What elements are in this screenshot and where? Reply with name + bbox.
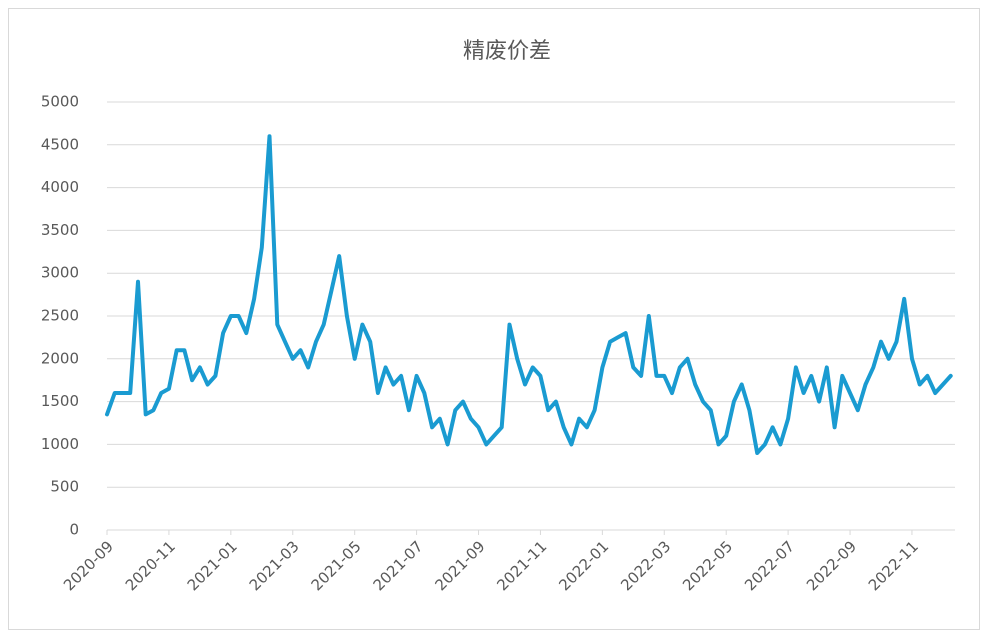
chart-frame	[8, 8, 980, 630]
y-tick-label: 500	[50, 478, 79, 496]
y-tick-label: 3500	[41, 221, 79, 239]
chart-title: 精废价差	[463, 39, 551, 64]
y-tick-label: 2000	[41, 349, 79, 367]
y-tick-label: 2500	[41, 307, 79, 325]
y-tick-label: 3000	[41, 264, 79, 282]
y-tick-label: 1000	[41, 435, 79, 453]
y-tick-label: 4000	[41, 178, 79, 196]
y-tick-label: 5000	[41, 93, 79, 111]
y-tick-label: 0	[69, 521, 79, 539]
data-line	[105, 134, 953, 455]
y-tick-label: 4500	[41, 135, 79, 153]
y-tick-label: 1500	[41, 392, 79, 410]
